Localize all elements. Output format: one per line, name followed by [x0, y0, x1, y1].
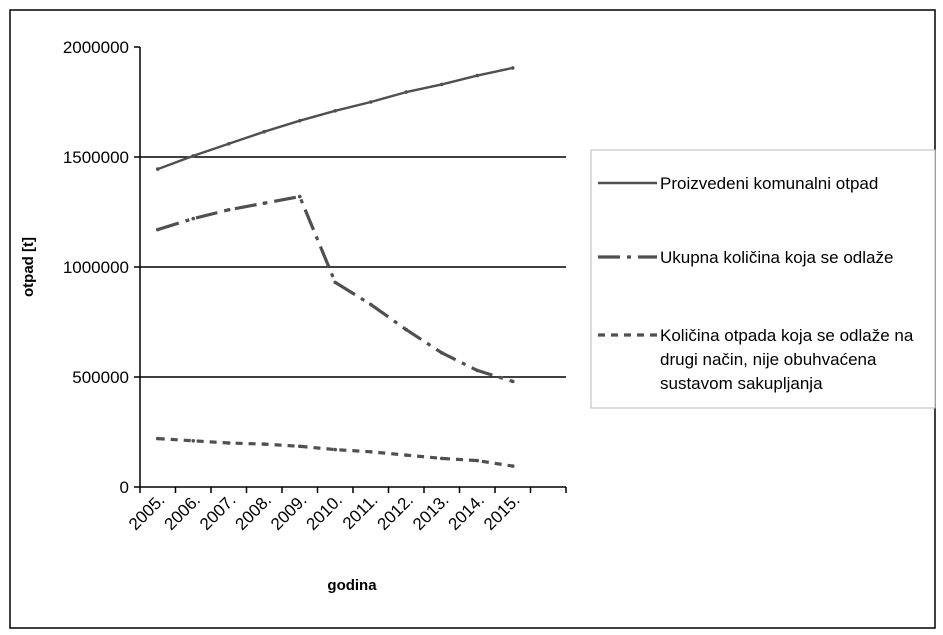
series-2-point — [333, 280, 338, 285]
series-1-point — [226, 142, 231, 146]
gridlines — [140, 156, 566, 378]
y-tick-label: 1500000 — [63, 148, 129, 167]
series-2-point — [404, 327, 409, 332]
series-3-point — [439, 456, 444, 461]
legend-label-3: Količina otpada koja se odlaže na — [660, 326, 914, 345]
legend-label-3: drugi način, nije obuhvaćena — [660, 350, 877, 369]
series-lines — [155, 66, 515, 468]
series-1-point — [439, 82, 444, 87]
y-axis-title: otpad [t] — [20, 237, 37, 297]
series-2-point — [439, 351, 444, 355]
legend-label-2: Ukupna količina koja se odlaže — [660, 248, 893, 267]
series-3-point — [262, 442, 267, 446]
series-3-point — [368, 450, 373, 454]
series-2-point — [475, 368, 480, 373]
y-tick-label: 2000000 — [63, 38, 129, 57]
series-line-2 — [157, 195, 514, 383]
series-3-point — [404, 453, 409, 457]
series-3-point — [191, 439, 196, 443]
series-2-point — [226, 208, 231, 212]
series-2-point — [191, 216, 196, 221]
series-2-point — [262, 201, 267, 205]
y-tick-label: 500000 — [72, 368, 129, 387]
y-tick-labels: 0 500000 1000000 1500000 2000000 — [63, 38, 129, 497]
y-tick-label: 1000000 — [63, 258, 129, 277]
series-1-point — [368, 100, 373, 104]
series-1-point — [297, 118, 302, 123]
series-1-point — [155, 167, 160, 171]
series-1-point — [475, 73, 480, 78]
series-2-point — [155, 227, 160, 232]
series-3-point — [510, 464, 515, 468]
series-1-point — [191, 154, 196, 158]
series-2-point — [297, 194, 302, 199]
legend-label-1: Proizvedeni komunalni otpad — [660, 174, 878, 193]
series-3-point — [475, 458, 480, 463]
series-1-point — [404, 90, 409, 94]
legend-box — [590, 149, 936, 409]
series-2-point — [510, 379, 515, 384]
y-tick-label: 0 — [120, 478, 129, 497]
series-3-point — [333, 447, 338, 452]
x-axis-title: godina — [327, 577, 377, 594]
series-2-point — [368, 302, 373, 307]
legend-label-3: sustavom sakupljanja — [660, 374, 823, 393]
series-3-point — [297, 444, 302, 449]
axes — [134, 46, 567, 493]
legend: Proizvedeni komunalni otpad Ukupna količi… — [590, 149, 936, 409]
series-3-point — [226, 441, 231, 445]
series-1-point — [510, 66, 515, 70]
series-1-point — [262, 129, 267, 134]
series-3-point — [155, 436, 160, 441]
series-1-point — [333, 109, 338, 113]
